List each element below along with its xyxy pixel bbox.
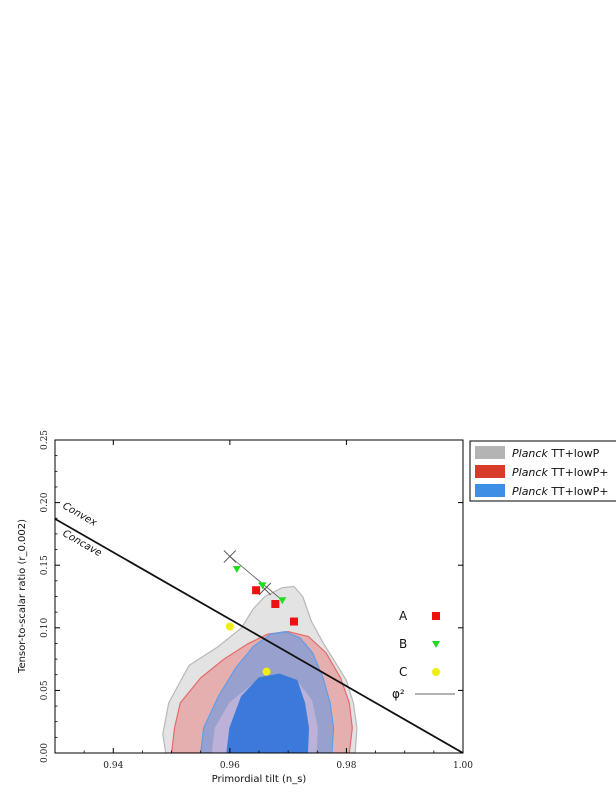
marker-b-1 (258, 582, 267, 590)
divider-line (55, 518, 463, 753)
contour-region-4 (226, 673, 310, 753)
x-tick-label-0: 0.94 (103, 761, 123, 771)
y-tick-label-1: 0.05 (40, 680, 50, 700)
convex-concave-divider (55, 518, 463, 753)
contour-legend: Planck TT+lowP Planck TT+lowP+ Planck TT+l… (469, 440, 616, 502)
marker-a-2 (289, 617, 298, 626)
marker-c-1 (262, 667, 271, 676)
phi2-cross-0 (223, 550, 237, 563)
y-axis-label: Tensor-to-scalar ratio (r_0.002) (17, 519, 28, 674)
series-legend-label-b: B (399, 637, 407, 651)
series-legend-marker-c (432, 668, 440, 676)
contour-legend-swatch-0 (475, 446, 505, 459)
y-tick-label-2: 0.10 (40, 618, 50, 638)
phi2-line (229, 556, 283, 601)
marker-a-1 (271, 600, 280, 609)
x-tick-label-1: 0.96 (220, 761, 240, 771)
y-tick-label-0: 0.00 (40, 743, 50, 763)
confidence-contours (162, 585, 358, 753)
x-tick-label-3: 1.00 (453, 761, 473, 771)
marker-c-0 (225, 622, 234, 631)
axis-ticks: 0.94 0.96 0.98 1.00 0.00 0.05 0.10 0.15 0.20 0.25 (40, 430, 473, 771)
x-axis-label: Primordial tilt (n_s) (212, 774, 307, 785)
series-legend-label-c: C (399, 665, 407, 679)
series-legend-label-a: A (399, 609, 408, 623)
contour-legend-swatch-1 (475, 465, 505, 478)
y-tick-label-3: 0.15 (40, 555, 50, 575)
marker-b-0 (232, 565, 241, 573)
series-legend-marker-b (432, 641, 440, 648)
x-tick-label-2: 0.98 (336, 761, 356, 771)
y-tick-label-4: 0.20 (40, 492, 50, 512)
model-markers (225, 565, 298, 676)
marker-a-0 (252, 586, 261, 595)
contour-legend-label-2: Planck TT+lowP+ (512, 485, 608, 498)
series-legend-marker-a (432, 612, 440, 620)
series-legend-label-phi2: φ² (392, 687, 405, 701)
contour-legend-swatch-2 (475, 484, 505, 497)
contour-legend-label-1: Planck TT+lowP+ (512, 466, 608, 479)
y-tick-label-5: 0.25 (40, 430, 50, 450)
contour-legend-label-0: Planck TT+lowP (512, 447, 600, 460)
marker-b-2 (278, 597, 287, 605)
